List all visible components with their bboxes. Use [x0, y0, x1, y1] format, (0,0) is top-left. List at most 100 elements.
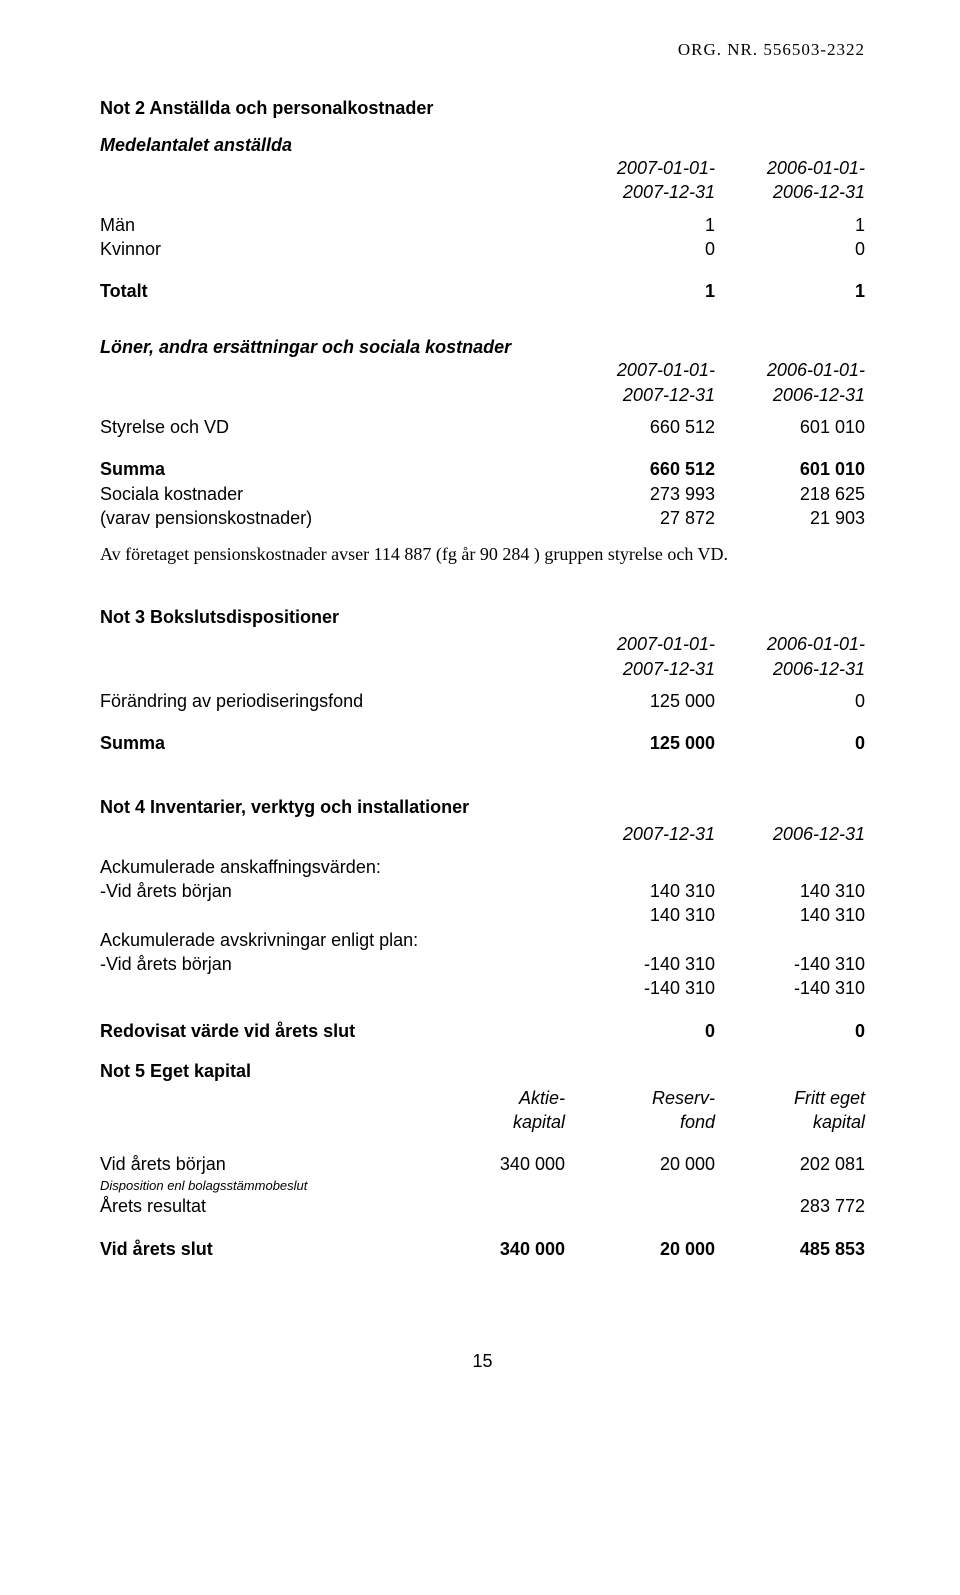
- table-row: Disposition enl bolagsstämmobeslut: [100, 1177, 865, 1195]
- styrelse-label: Styrelse och VD: [100, 415, 565, 439]
- kvinnor-v1: 0: [565, 237, 715, 261]
- vid-borjan-label: -Vid årets början: [100, 879, 565, 903]
- not2-title: Not 2 Anställda och personalkostnader: [100, 98, 865, 119]
- summa-v2: 601 010: [715, 457, 865, 481]
- not5-h1a: Aktie-: [425, 1086, 565, 1110]
- varav-label: (varav pensionskostnader): [100, 506, 565, 530]
- period-col1-end: 2007-12-31: [565, 180, 715, 204]
- arets-resultat-label: Årets resultat: [100, 1194, 425, 1218]
- period-col1-end: 2007-12-31: [565, 657, 715, 681]
- ansk-r1-v2: 140 310: [715, 879, 865, 903]
- man-v1: 1: [565, 213, 715, 237]
- not2-employees-table: 2007-01-01- 2006-01-01- 2007-12-31 2006-…: [100, 156, 865, 303]
- not3-title: Not 3 Bokslutsdispositioner: [100, 607, 865, 628]
- table-row: Årets resultat 283 772: [100, 1194, 865, 1218]
- period-col1-start: 2007-01-01-: [565, 358, 715, 382]
- not5-h2a: Reserv-: [565, 1086, 715, 1110]
- forandring-v2: 0: [715, 689, 865, 713]
- man-v2: 1: [715, 213, 865, 237]
- styrelse-v2: 601 010: [715, 415, 865, 439]
- table-row: Ackumulerade anskaffningsvärden:: [100, 855, 865, 879]
- table-row: -Vid årets början -140 310 -140 310: [100, 952, 865, 976]
- styrelse-v1: 660 512: [565, 415, 715, 439]
- not2-footnote: Av företaget pensionskostnader avser 114…: [100, 544, 865, 565]
- vid-borjan-label-2: -Vid årets början: [100, 952, 565, 976]
- avskr-r2-v2: -140 310: [715, 976, 865, 1000]
- not4-table: 2007-12-31 2006-12-31 Ackumulerade anska…: [100, 822, 865, 1042]
- period-col1-end: 2007-12-31: [565, 383, 715, 407]
- table-row: Styrelse och VD 660 512 601 010: [100, 415, 865, 439]
- summa-label: Summa: [100, 457, 565, 481]
- not2-subsection1-title: Medelantalet anställda: [100, 135, 865, 156]
- varav-v1: 27 872: [565, 506, 715, 530]
- table-row: Sociala kostnader 273 993 218 625: [100, 482, 865, 506]
- not5-h2b: fond: [565, 1110, 715, 1134]
- table-row-redovisat: Redovisat värde vid årets slut 0 0: [100, 1019, 865, 1043]
- not5-h3a: Fritt eget: [715, 1086, 865, 1110]
- table-row-summa: Summa 125 000 0: [100, 731, 865, 755]
- not5-table: Aktie- Reserv- Fritt eget kapital fond k…: [100, 1086, 865, 1261]
- vid-borjan-v3: 202 081: [715, 1152, 865, 1176]
- vid-slut-label: Vid årets slut: [100, 1237, 425, 1261]
- period-col2-end: 2006-12-31: [715, 383, 865, 407]
- page-number: 15: [100, 1351, 865, 1372]
- period-col2: 2006-12-31: [715, 822, 865, 846]
- summa-v2: 0: [715, 731, 865, 755]
- ansk-r2-v1: 140 310: [565, 903, 715, 927]
- not5-title: Not 5 Eget kapital: [100, 1061, 865, 1082]
- kvinnor-label: Kvinnor: [100, 237, 565, 261]
- table-row: 140 310 140 310: [100, 903, 865, 927]
- period-col1-start: 2007-01-01-: [565, 632, 715, 656]
- slut-v3: 485 853: [715, 1237, 865, 1261]
- period-col1-start: 2007-01-01-: [565, 156, 715, 180]
- page-header-orgnr: ORG. NR. 556503-2322: [100, 40, 865, 60]
- table-row-summa: Summa 660 512 601 010: [100, 457, 865, 481]
- avskr-r1-v1: -140 310: [565, 952, 715, 976]
- table-row: Män 1 1: [100, 213, 865, 237]
- period-col2-start: 2006-01-01-: [715, 156, 865, 180]
- summa-v1: 660 512: [565, 457, 715, 481]
- not5-h3b: kapital: [715, 1110, 865, 1134]
- not2-subsection2-title: Löner, andra ersättningar och sociala ko…: [100, 337, 865, 358]
- table-row: Förändring av periodiseringsfond 125 000…: [100, 689, 865, 713]
- not5-h1b: kapital: [425, 1110, 565, 1134]
- avskr-r1-v2: -140 310: [715, 952, 865, 976]
- table-row: Kvinnor 0 0: [100, 237, 865, 261]
- redovisat-label: Redovisat värde vid årets slut: [100, 1019, 565, 1043]
- not2-salaries-table: 2007-01-01- 2006-01-01- 2007-12-31 2006-…: [100, 358, 865, 530]
- table-row: Ackumulerade avskrivningar enligt plan:: [100, 928, 865, 952]
- totalt-v2: 1: [715, 279, 865, 303]
- totalt-label: Totalt: [100, 279, 565, 303]
- sociala-v2: 218 625: [715, 482, 865, 506]
- vid-borjan-v1: 340 000: [425, 1152, 565, 1176]
- slut-v1: 340 000: [425, 1237, 565, 1261]
- varav-v2: 21 903: [715, 506, 865, 530]
- sociala-v1: 273 993: [565, 482, 715, 506]
- vid-borjan-label: Vid årets början: [100, 1152, 425, 1176]
- not4-title: Not 4 Inventarier, verktyg och installat…: [100, 797, 865, 818]
- period-col2-end: 2006-12-31: [715, 180, 865, 204]
- table-row: (varav pensionskostnader) 27 872 21 903: [100, 506, 865, 530]
- period-col1: 2007-12-31: [565, 822, 715, 846]
- disposition-label: Disposition enl bolagsstämmobeslut: [100, 1177, 425, 1195]
- forandring-label: Förändring av periodiseringsfond: [100, 689, 565, 713]
- not3-table: 2007-01-01- 2006-01-01- 2007-12-31 2006-…: [100, 632, 865, 755]
- totalt-v1: 1: [565, 279, 715, 303]
- vid-borjan-v2: 20 000: [565, 1152, 715, 1176]
- period-col2-start: 2006-01-01-: [715, 632, 865, 656]
- avskr-r2-v1: -140 310: [565, 976, 715, 1000]
- table-row: Vid årets början 340 000 20 000 202 081: [100, 1152, 865, 1176]
- table-row-slut: Vid årets slut 340 000 20 000 485 853: [100, 1237, 865, 1261]
- table-row: -Vid årets början 140 310 140 310: [100, 879, 865, 903]
- ack-anskaff-label: Ackumulerade anskaffningsvärden:: [100, 855, 565, 879]
- ansk-r1-v1: 140 310: [565, 879, 715, 903]
- table-row: -140 310 -140 310: [100, 976, 865, 1000]
- sociala-label: Sociala kostnader: [100, 482, 565, 506]
- man-label: Män: [100, 213, 565, 237]
- period-col2-start: 2006-01-01-: [715, 358, 865, 382]
- period-col2-end: 2006-12-31: [715, 657, 865, 681]
- forandring-v1: 125 000: [565, 689, 715, 713]
- ack-avskr-label: Ackumulerade avskrivningar enligt plan:: [100, 928, 565, 952]
- summa-label: Summa: [100, 731, 565, 755]
- summa-v1: 125 000: [565, 731, 715, 755]
